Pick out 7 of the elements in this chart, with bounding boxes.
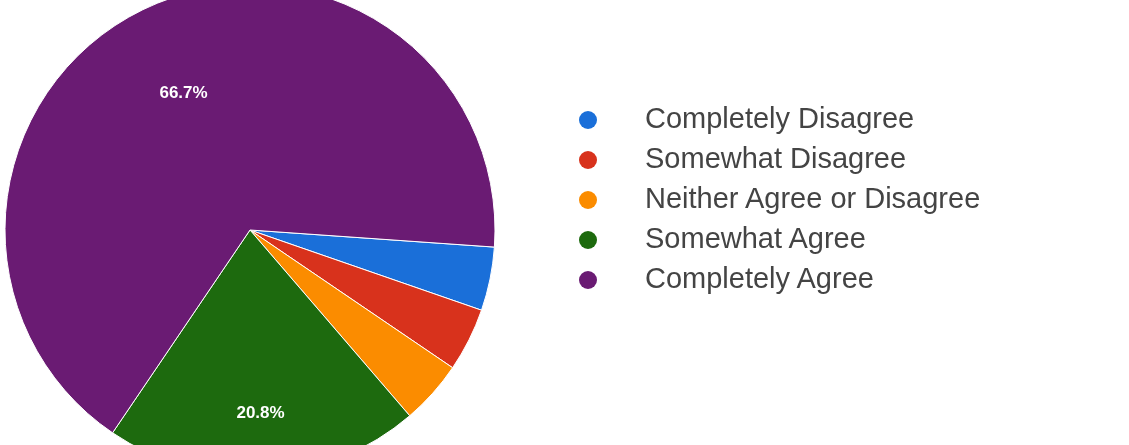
legend-label: Completely Disagree — [645, 101, 915, 134]
legend-label: Neither Agree or Disagree — [645, 181, 981, 214]
legend-label: Somewhat Disagree — [645, 141, 907, 174]
legend-label: Completely Agree — [645, 261, 874, 294]
data-label: 20.8% — [236, 402, 285, 422]
data-label: 66.7% — [159, 82, 208, 102]
legend-label: Somewhat Agree — [645, 221, 866, 254]
